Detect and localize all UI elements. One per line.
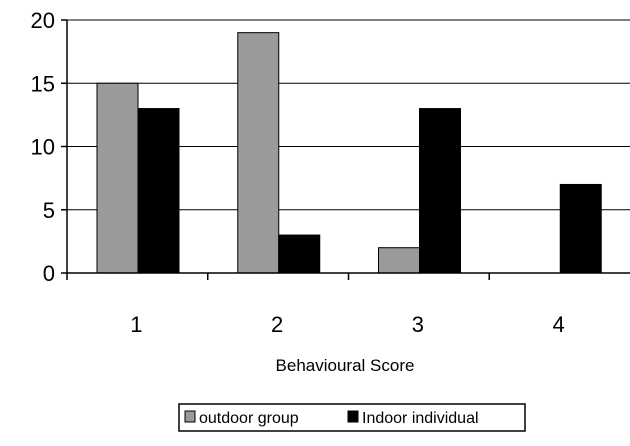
y-tick-label: 15 (31, 71, 55, 96)
bar-indoor-individual-3 (419, 108, 461, 274)
legend-label-outdoor-group: outdoor group (199, 410, 299, 427)
bar-outdoor-group-3 (378, 247, 420, 274)
axes: 0 5 10 15 20 1 2 3 4 (31, 8, 630, 337)
bar-indoor-individual-4 (559, 183, 602, 274)
bar-indoor-individual-1 (137, 108, 180, 274)
x-tick-label: 2 (271, 312, 283, 337)
legend-swatch-indoor-individual (347, 410, 359, 423)
y-tick-label: 20 (31, 8, 55, 33)
bar-indoor-individual-2 (278, 234, 321, 274)
bar-outdoor-group-2 (237, 32, 280, 274)
bars (96, 32, 602, 274)
bar-outdoor-group-1 (96, 82, 139, 274)
legend-swatch-outdoor-group (184, 410, 196, 423)
y-tick-label: 0 (43, 261, 55, 286)
x-tick-label: 4 (553, 312, 565, 337)
legend: outdoor group Indoor individual (178, 403, 526, 432)
x-tick-label: 1 (130, 312, 142, 337)
y-tick-label: 5 (43, 198, 55, 223)
y-tick-label: 10 (31, 135, 55, 160)
x-tick-label: 3 (412, 312, 424, 337)
x-axis-title: Behavioural Score (276, 356, 415, 375)
legend-label-indoor-individual: Indoor individual (362, 410, 479, 427)
